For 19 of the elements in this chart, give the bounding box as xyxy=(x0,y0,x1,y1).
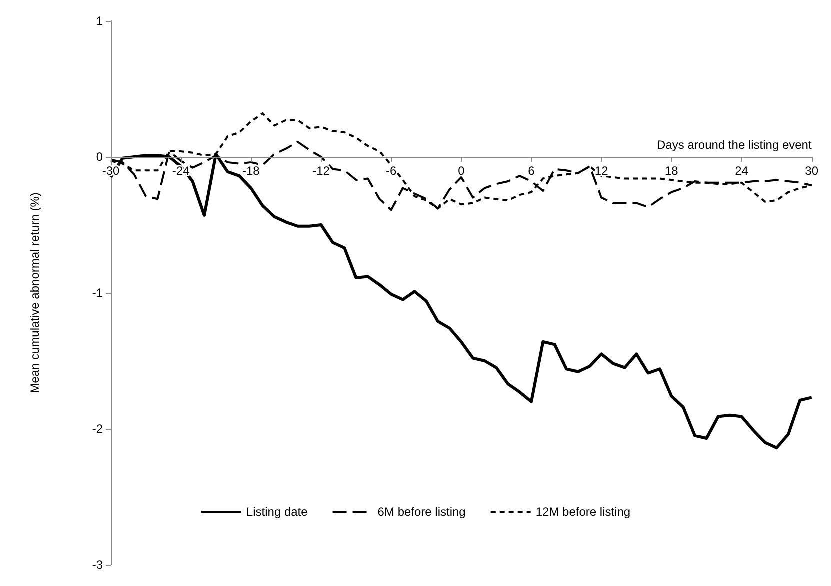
legend-label: Listing date xyxy=(246,505,308,519)
y-tick-label: -3 xyxy=(92,558,104,572)
x-tick-label: -18 xyxy=(242,164,260,178)
y-axis-title: Mean cumulative abnormal return (%) xyxy=(28,192,42,394)
x-tick-label: 12 xyxy=(594,164,609,178)
y-tick-label: -1 xyxy=(92,286,104,300)
y-tick-label: 0 xyxy=(96,150,104,164)
legend-label: 6M before listing xyxy=(378,505,466,519)
x-tick-label: 0 xyxy=(458,164,466,178)
x-tick-label: 18 xyxy=(664,164,679,178)
x-tick-label: -12 xyxy=(312,164,330,178)
x-tick-label: 6 xyxy=(528,164,536,178)
legend-label: 12M before listing xyxy=(536,505,631,519)
y-tick-label: 1 xyxy=(96,14,104,28)
x-tick-label: -6 xyxy=(386,164,397,178)
x-axis-title: Days around the listing event xyxy=(657,138,812,152)
x-tick-label: 24 xyxy=(735,164,749,178)
x-tick-label: 30 xyxy=(805,164,819,178)
y-tick-label: -2 xyxy=(92,422,104,436)
